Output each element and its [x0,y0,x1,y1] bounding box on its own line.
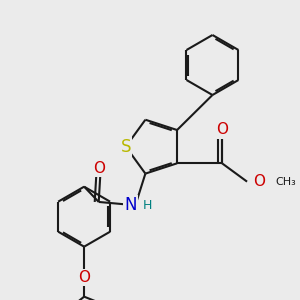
Text: N: N [124,196,136,214]
Text: H: H [142,199,152,212]
Text: O: O [253,174,265,189]
Text: O: O [216,122,228,137]
Text: CH₃: CH₃ [275,177,296,187]
Text: O: O [93,161,105,176]
Text: O: O [78,270,90,285]
Text: S: S [121,138,131,156]
